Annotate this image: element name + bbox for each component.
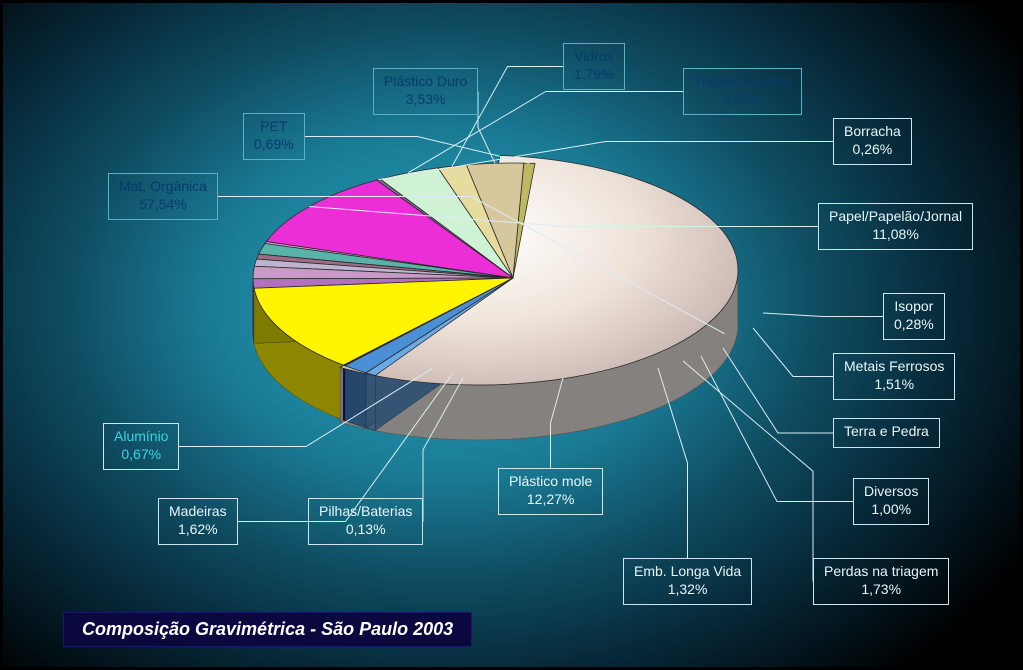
label-perdas-na-triagem: Perdas na triagem 1,73% <box>813 558 949 605</box>
label-name: Perdas na triagem <box>824 563 938 579</box>
label-pct: 1,32% <box>634 581 741 599</box>
label-pct: 1,73% <box>824 581 938 599</box>
label-papel-papel-o-jornal: Papel/Papelão/Jornal 11,08% <box>818 203 973 250</box>
label-pct: 1,51% <box>844 376 944 394</box>
label-name: Isopor <box>894 298 933 314</box>
label-name: Papel/Papelão/Jornal <box>829 208 962 224</box>
label-name: Mat. Orgânica <box>119 178 207 194</box>
label-madeiras: Madeiras 1,62% <box>158 498 238 545</box>
label-pct: 1,62% <box>169 521 227 539</box>
label-pct: 3,87% <box>694 91 791 109</box>
label-pet: PET 0,69% <box>243 113 305 160</box>
label-alum-nio: Alumínio 0,67% <box>103 423 179 470</box>
label-mat-org-nica: Mat. Orgânica 57,54% <box>108 173 218 220</box>
label-pct: 1,79% <box>574 66 614 84</box>
label-name: Pilhas/Baterias <box>319 503 412 519</box>
label-diversos: Diversos 1,00% <box>853 478 929 525</box>
label-name: Madeiras <box>169 503 227 519</box>
label-name: Diversos <box>864 483 918 499</box>
label-pct: 0,28% <box>894 316 934 334</box>
label-vidros: Vidros 1,79% <box>563 43 625 90</box>
label-pct: 11,08% <box>829 226 962 244</box>
label-name: Terra e Pedra <box>844 423 929 439</box>
label-name: Vidros <box>574 48 613 64</box>
label-pl-stico-mole: Plástico mole 12,27% <box>498 468 603 515</box>
label-pct: 0,69% <box>254 136 294 154</box>
label-name: Metais Ferrosos <box>844 358 944 374</box>
label-pct: 0,26% <box>844 141 901 159</box>
chart-stage: Mat. Orgânica 57,54% PET 0,69% Plástico Duro… <box>0 0 1023 670</box>
label-isopor: Isopor 0,28% <box>883 293 945 340</box>
label-name: Emb. Longa Vida <box>634 563 741 579</box>
chart-title: Composição Gravimétrica - São Paulo 2003 <box>63 612 472 647</box>
label-trapos-e-panos: Trapos e panos 3,87% <box>683 68 802 115</box>
label-pl-stico-duro: Plástico Duro 3,53% <box>373 68 478 115</box>
label-pct: 0,67% <box>114 446 168 464</box>
label-pct: 1,00% <box>864 501 918 519</box>
label-name: Plástico Duro <box>384 73 467 89</box>
label-borracha: Borracha 0,26% <box>833 118 912 165</box>
label-name: Borracha <box>844 123 901 139</box>
label-metais-ferrosos: Metais Ferrosos 1,51% <box>833 353 955 400</box>
label-pct: 0,13% <box>319 521 412 539</box>
label-name: Trapos e panos <box>694 73 791 89</box>
label-name: Plástico mole <box>509 473 592 489</box>
label-terra-e-pedra: Terra e Pedra <box>833 418 940 448</box>
label-pilhas-baterias: Pilhas/Baterias 0,13% <box>308 498 423 545</box>
label-name: PET <box>260 118 287 134</box>
label-name: Alumínio <box>114 428 168 444</box>
label-pct: 3,53% <box>384 91 467 109</box>
label-pct: 12,27% <box>509 491 592 509</box>
label-emb-longa-vida: Emb. Longa Vida 1,32% <box>623 558 752 605</box>
label-pct: 57,54% <box>119 196 207 214</box>
